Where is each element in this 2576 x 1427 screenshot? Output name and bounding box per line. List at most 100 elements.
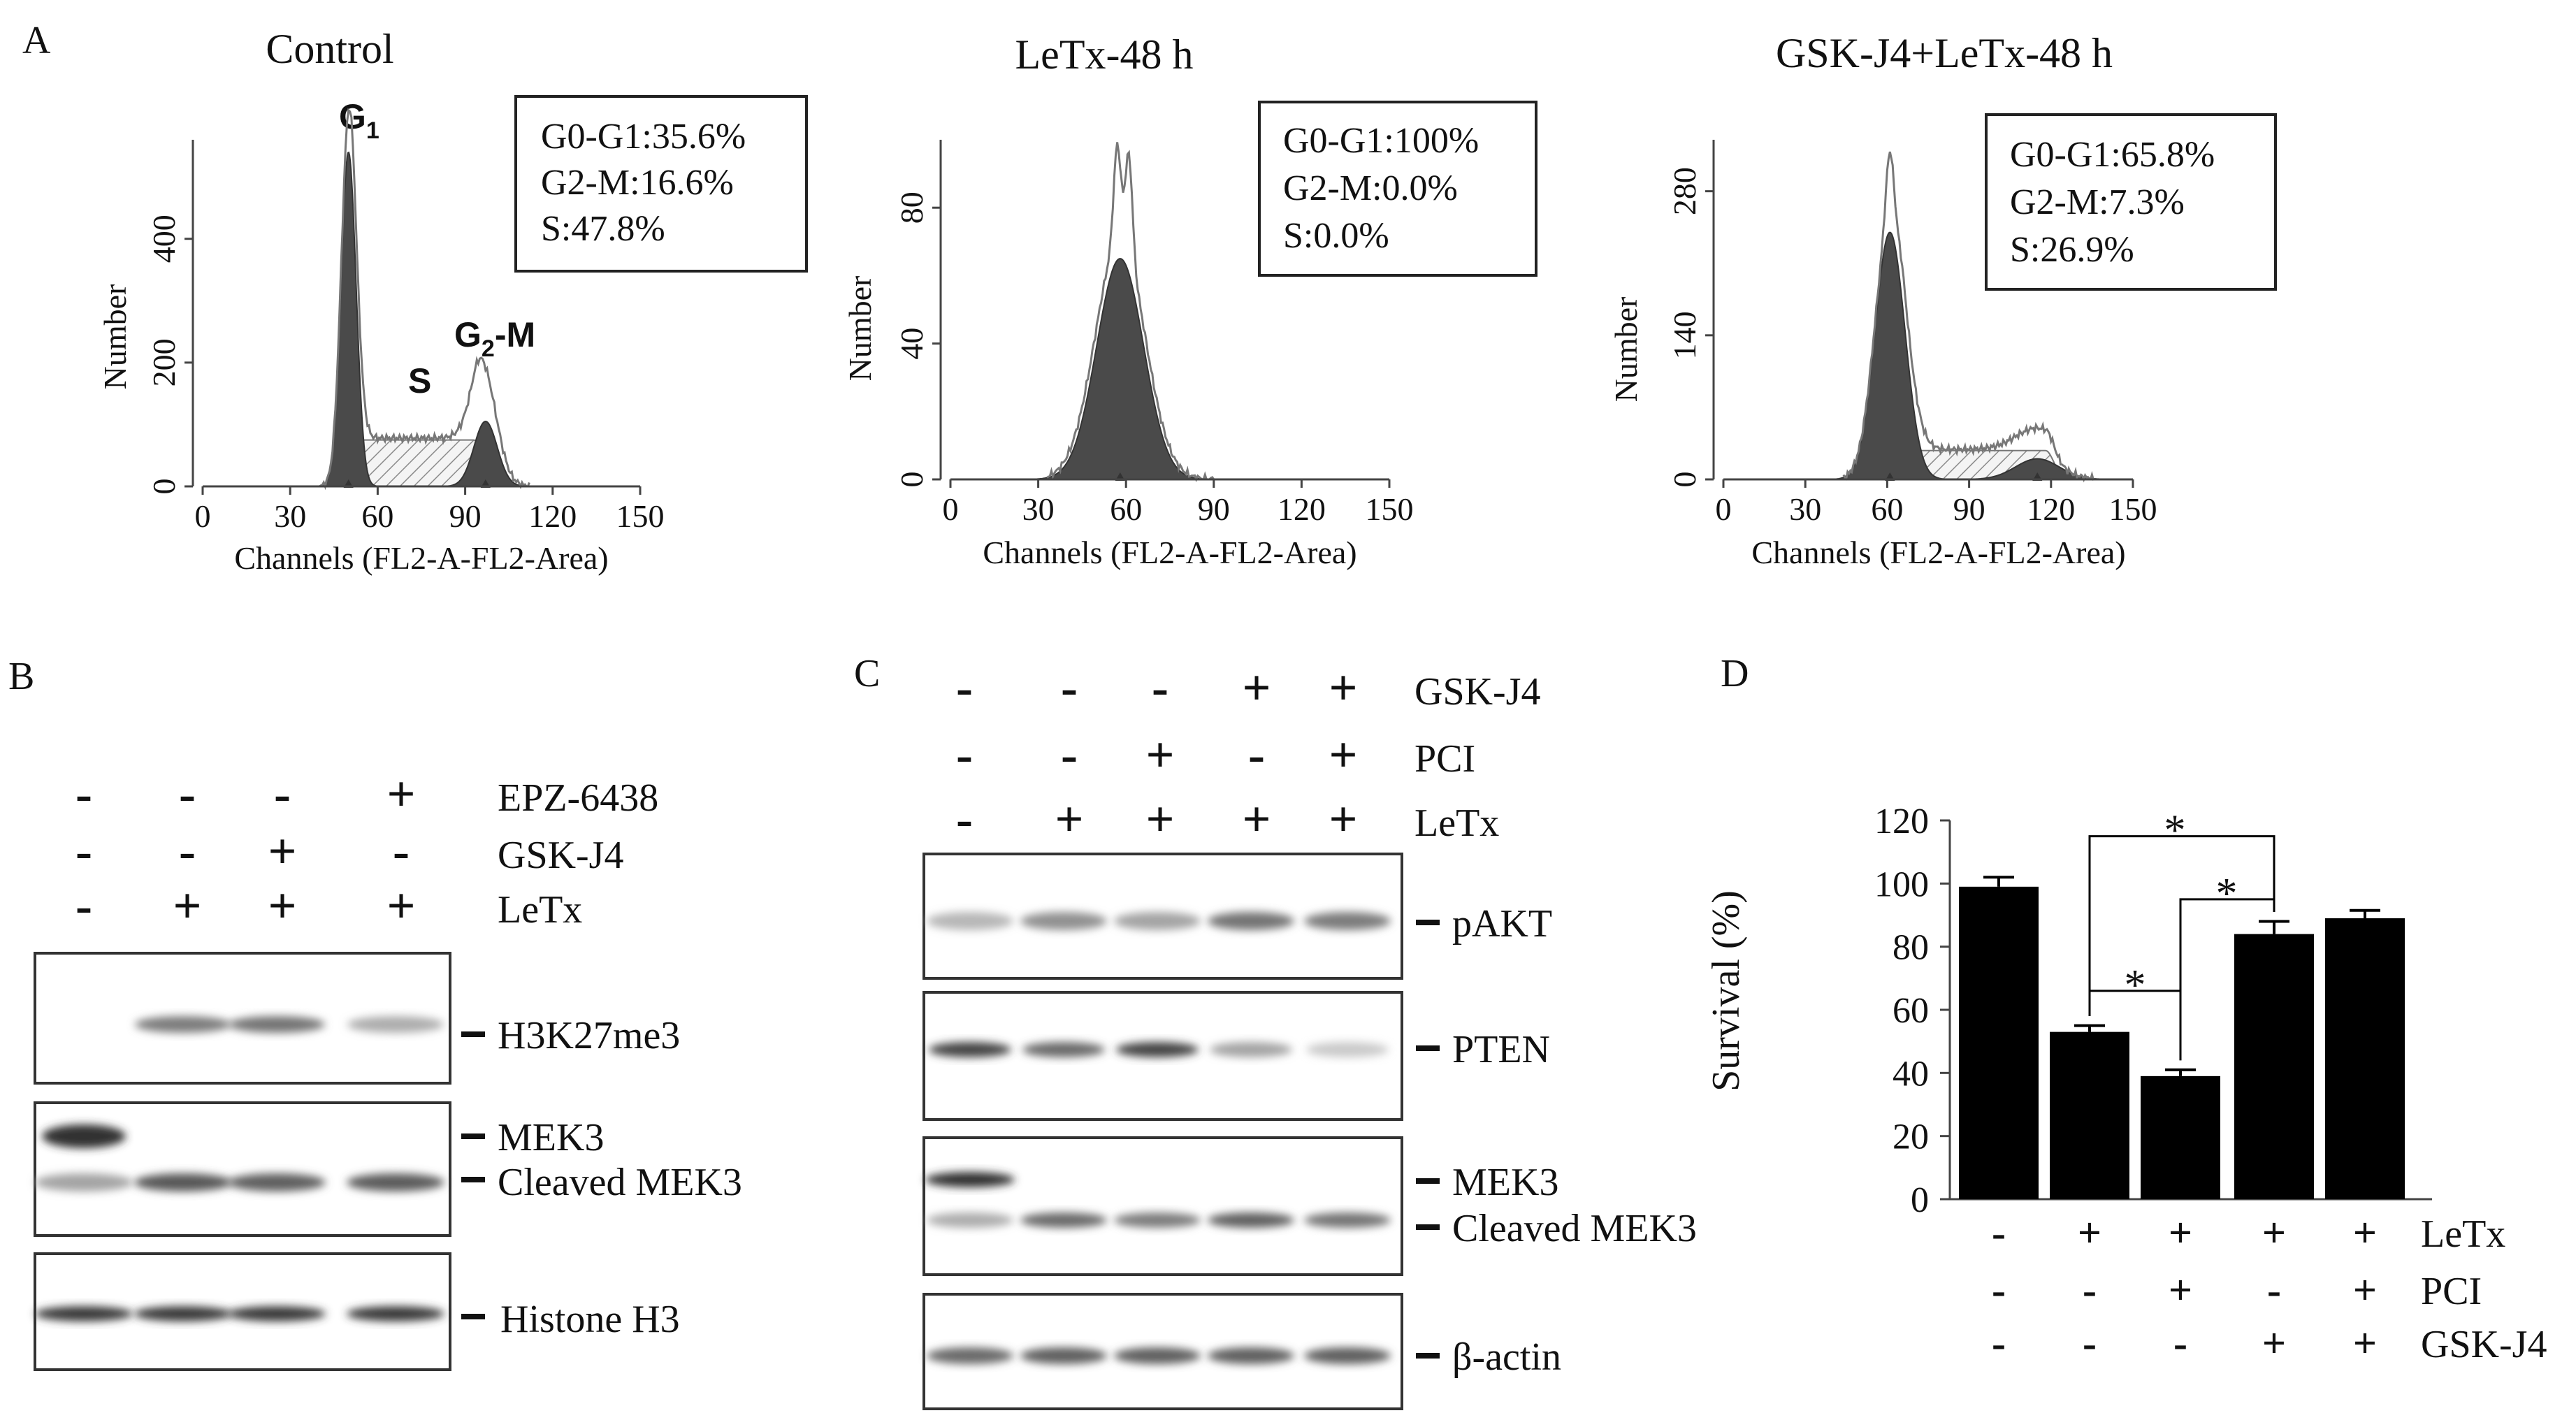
y-axis-label: Number bbox=[842, 276, 878, 382]
bar bbox=[1959, 886, 2039, 1199]
treatment-sign: + bbox=[1329, 727, 1357, 783]
s-phase-area bbox=[342, 439, 493, 487]
treatment-sign: - bbox=[2173, 1320, 2187, 1366]
treatment-sign: - bbox=[393, 823, 410, 879]
treatment-sign: - bbox=[274, 766, 291, 822]
band bbox=[229, 1016, 325, 1033]
treatment-label: PCI bbox=[1414, 737, 1475, 781]
panel-letter-d: D bbox=[1721, 652, 1749, 695]
treatment-sign: + bbox=[1329, 791, 1357, 847]
band bbox=[134, 1173, 232, 1191]
stat-g2-m: G2-M:7.3% bbox=[2010, 182, 2185, 222]
treatment-sign: - bbox=[2267, 1267, 2281, 1313]
band bbox=[1114, 912, 1201, 930]
x-tick-label: 60 bbox=[361, 498, 393, 534]
band bbox=[347, 1173, 444, 1191]
x-tick-label: 120 bbox=[2027, 491, 2075, 527]
stat-g2-m: G2-M:16.6% bbox=[541, 163, 734, 203]
stats-box: G0-G1:100% G2-M:0.0% S:0.0% bbox=[1258, 101, 1537, 277]
stat-s: S:47.8% bbox=[541, 209, 665, 249]
treatment-sign: - bbox=[179, 823, 196, 879]
band-label: β-actin bbox=[1416, 1335, 1561, 1379]
band-label: H3K27me3 bbox=[461, 1014, 680, 1057]
band bbox=[1020, 1212, 1107, 1228]
y-tick-label: 80 bbox=[894, 191, 929, 224]
treatment-sign: + bbox=[2169, 1267, 2192, 1313]
svg-text:Cleaved MEK3: Cleaved MEK3 bbox=[498, 1161, 742, 1204]
band bbox=[35, 1173, 133, 1191]
treatment-sign: + bbox=[386, 878, 415, 934]
band bbox=[1114, 1212, 1201, 1228]
panel-letter-b: B bbox=[8, 655, 34, 698]
survival-bar-chart: Survival (%) 0 20 40 60 80 100 120 * * * - + + + + LeTx… bbox=[1705, 802, 2547, 1366]
band-label: PTEN bbox=[1416, 1028, 1550, 1071]
panel-b-treatments: - - - + EPZ-6438- - + - GSK-J4- + + + LeTx bbox=[75, 766, 658, 934]
treatment-sign: - bbox=[2083, 1320, 2097, 1366]
band bbox=[42, 1124, 126, 1148]
g2m-peak bbox=[438, 420, 533, 487]
x-tick-label: 150 bbox=[2109, 491, 2157, 527]
treatment-label: GSK-J4 bbox=[2421, 1323, 2547, 1366]
band-label: Cleaved MEK3 bbox=[1416, 1207, 1697, 1250]
peak-label-s: S bbox=[408, 361, 431, 400]
histogram-letx: LeTx-48 h G0-G1:100% G2-M:0.0% S:0.0% 0 3… bbox=[842, 31, 1537, 570]
treatment-sign: - bbox=[1248, 727, 1265, 783]
histogram-title: GSK-J4+LeTx-48 h bbox=[1776, 30, 2113, 76]
panel-letter-c: C bbox=[854, 652, 880, 695]
x-tick-label: 60 bbox=[1871, 491, 1903, 527]
band bbox=[1116, 1042, 1199, 1057]
y-tick-label: 400 bbox=[146, 215, 182, 263]
histogram-control: Control G0-G1:35.6% G2-M:16.6% S:47.8% G… bbox=[97, 26, 808, 576]
treatment-sign: - bbox=[956, 791, 973, 847]
band bbox=[228, 1306, 326, 1321]
y-axis-label: Number bbox=[1608, 297, 1644, 403]
x-tick-label: 120 bbox=[528, 498, 577, 534]
treatment-label: GSK-J4 bbox=[498, 834, 623, 877]
treatment-sign: + bbox=[2353, 1267, 2377, 1313]
y-tick-label: 120 bbox=[1874, 802, 1929, 841]
treatment-sign: + bbox=[1145, 791, 1174, 847]
x-tick-label: 0 bbox=[195, 498, 211, 534]
treatment-sign: - bbox=[1992, 1267, 2006, 1313]
y-tick-label: 0 bbox=[1667, 472, 1702, 488]
band bbox=[1020, 912, 1107, 930]
band-label: Cleaved MEK3 bbox=[461, 1161, 742, 1204]
x-tick-label: 90 bbox=[1198, 491, 1230, 527]
svg-text:β-actin: β-actin bbox=[1452, 1335, 1561, 1379]
y-tick-label: 140 bbox=[1667, 311, 1702, 359]
band bbox=[1304, 1212, 1391, 1228]
significance-star: * bbox=[2216, 870, 2238, 918]
band bbox=[1114, 1347, 1201, 1364]
treatment-sign: + bbox=[1242, 791, 1271, 847]
raw-outline bbox=[319, 108, 530, 491]
treatment-sign: - bbox=[956, 660, 973, 716]
treatment-label: GSK-J4 bbox=[1414, 670, 1540, 714]
svg-text:PTEN: PTEN bbox=[1452, 1028, 1550, 1071]
x-tick-label: 30 bbox=[1022, 491, 1055, 527]
stat-g0-g1: G0-G1:100% bbox=[1283, 121, 1479, 161]
treatment-sign: - bbox=[1992, 1320, 2006, 1366]
x-axis-label: Channels (FL2-A-FL2-Area) bbox=[234, 540, 608, 576]
treatment-sign: - bbox=[1992, 1210, 2006, 1256]
treatment-sign: - bbox=[75, 823, 92, 879]
blot-mek3 bbox=[34, 1101, 451, 1237]
x-tick-label: 120 bbox=[1278, 491, 1326, 527]
band-label: MEK3 bbox=[461, 1116, 604, 1159]
panel-b-blots: H3K27me3 MEK3 Cleaved MEK3 Histone H3 bbox=[34, 952, 742, 1371]
band bbox=[1208, 1347, 1294, 1364]
treatment-sign: - bbox=[75, 878, 92, 934]
y-tick-label: 40 bbox=[894, 328, 929, 360]
band bbox=[347, 1306, 444, 1321]
peak-label-g1: G1 bbox=[339, 97, 379, 144]
band bbox=[1210, 1042, 1292, 1057]
y-tick-label: 280 bbox=[1667, 167, 1702, 215]
band bbox=[927, 912, 1013, 930]
x-tick-label: 0 bbox=[1716, 491, 1732, 527]
treatment-sign: + bbox=[1145, 727, 1174, 783]
band bbox=[35, 1306, 133, 1321]
bar bbox=[2050, 1031, 2129, 1199]
treatment-sign: - bbox=[1152, 660, 1168, 716]
band-label: Histone H3 bbox=[461, 1298, 680, 1341]
treatment-sign: - bbox=[1061, 727, 1078, 783]
g1-peak bbox=[1025, 258, 1215, 480]
